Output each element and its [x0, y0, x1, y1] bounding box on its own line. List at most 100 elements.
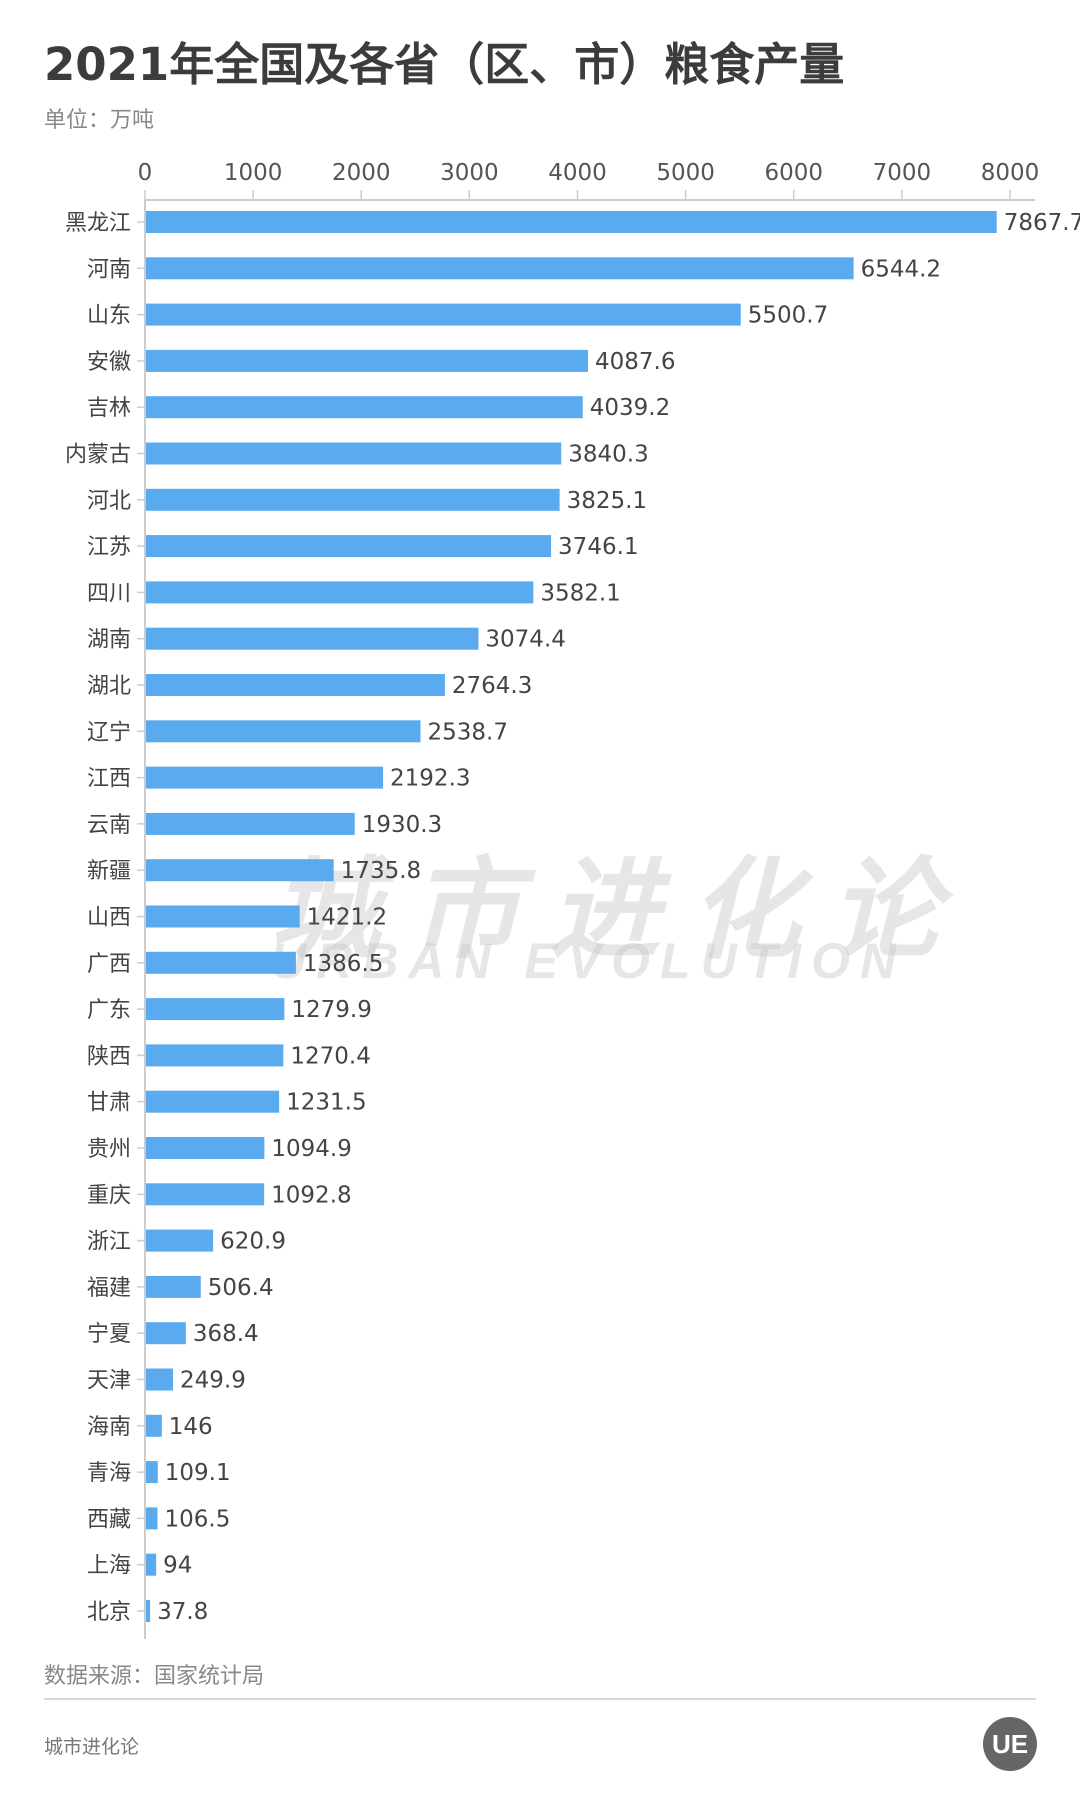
- value-label: 1094.9: [271, 1136, 351, 1162]
- value-label: 3746.1: [558, 534, 638, 560]
- category-label: 山东: [87, 304, 131, 329]
- category-label: 贵州: [87, 1137, 131, 1162]
- value-label: 1735.8: [341, 858, 421, 884]
- bar: [146, 1137, 265, 1159]
- divider: [44, 1698, 1036, 1700]
- value-label: 4039.2: [590, 395, 670, 421]
- x-tick-label: 7000: [873, 160, 932, 186]
- value-label: 1270.4: [290, 1043, 370, 1069]
- bar: [146, 535, 552, 558]
- category-label: 新疆: [87, 859, 131, 884]
- category-label: 重庆: [87, 1183, 131, 1208]
- category-label: 青海: [87, 1461, 131, 1486]
- bar: [146, 1090, 280, 1113]
- category-label: 西藏: [87, 1507, 131, 1532]
- value-label: 94: [163, 1553, 192, 1579]
- value-label: 106.5: [165, 1506, 231, 1532]
- category-label: 广东: [87, 998, 131, 1023]
- category-label: 甘肃: [87, 1091, 131, 1116]
- source-note: 数据来源：国家统计局: [44, 1664, 265, 1689]
- brand-logo: UE: [983, 1717, 1037, 1771]
- value-label: 3074.4: [485, 627, 565, 653]
- bar: [146, 1044, 284, 1067]
- x-tick-label: 8000: [981, 160, 1040, 186]
- bar: [146, 1414, 162, 1437]
- bar: [146, 1507, 158, 1530]
- x-tick-label: 6000: [764, 160, 823, 186]
- bar: [146, 581, 534, 604]
- bar: [146, 1600, 151, 1622]
- footer-brand: 城市进化论: [44, 1736, 140, 1758]
- value-label: 1231.5: [286, 1090, 366, 1116]
- category-label: 北京: [87, 1600, 131, 1625]
- category-label: 河南: [87, 257, 131, 282]
- category-label: 四川: [87, 581, 131, 606]
- category-label: 浙江: [87, 1230, 131, 1255]
- bar: [146, 442, 562, 465]
- x-tick-label: 0: [138, 160, 153, 186]
- category-label: 黑龙江: [65, 211, 131, 236]
- x-tick-label: 4000: [548, 160, 607, 186]
- category-label: 天津: [87, 1369, 131, 1394]
- value-label: 2538.7: [427, 719, 507, 745]
- bar: [146, 720, 421, 743]
- value-label: 1386.5: [303, 951, 383, 977]
- bar: [146, 349, 588, 372]
- bar: [146, 905, 300, 928]
- category-label: 广西: [87, 952, 131, 977]
- bar: [146, 627, 479, 650]
- bar: [146, 859, 334, 882]
- value-label: 1930.3: [362, 812, 442, 838]
- value-label: 7867.7: [1004, 210, 1080, 236]
- x-tick-label: 3000: [440, 160, 499, 186]
- bar: [146, 1461, 158, 1484]
- unit-label: 单位：万吨: [44, 108, 155, 133]
- category-label: 河北: [87, 489, 131, 514]
- bar: [146, 1368, 174, 1391]
- value-label: 1279.9: [291, 997, 371, 1023]
- bar: [146, 1322, 186, 1345]
- value-label: 1421.2: [307, 905, 387, 931]
- bar: [146, 257, 854, 280]
- bar: [146, 951, 296, 974]
- value-label: 3840.3: [568, 442, 648, 468]
- logo-text: UE: [991, 1728, 1029, 1759]
- value-label: 4087.6: [595, 349, 675, 375]
- bar: [146, 211, 997, 233]
- bar: [146, 766, 384, 789]
- value-label: 620.9: [220, 1229, 286, 1255]
- category-label: 上海: [87, 1554, 131, 1579]
- category-label: 内蒙古: [65, 443, 131, 468]
- value-label: 2764.3: [452, 673, 532, 699]
- bar: [146, 1229, 214, 1252]
- value-label: 368.4: [193, 1321, 259, 1347]
- category-label: 陕西: [87, 1044, 131, 1069]
- category-label: 江苏: [87, 535, 131, 560]
- bar: [146, 396, 583, 419]
- bar: [146, 674, 445, 696]
- category-label: 吉林: [87, 396, 131, 421]
- category-label: 辽宁: [87, 720, 131, 745]
- value-label: 3825.1: [567, 488, 647, 514]
- bar: [146, 303, 741, 326]
- bar: [146, 1183, 265, 1206]
- bar: [146, 998, 285, 1021]
- bar: [146, 488, 560, 511]
- value-label: 6544.2: [861, 256, 941, 282]
- x-tick-label: 2000: [332, 160, 391, 186]
- category-label: 山西: [87, 906, 131, 931]
- value-label: 3582.1: [540, 580, 620, 606]
- category-label: 宁夏: [87, 1322, 131, 1347]
- value-label: 1092.8: [271, 1182, 351, 1208]
- bar: [146, 1553, 157, 1576]
- value-label: 109.1: [165, 1460, 231, 1486]
- category-label: 湖南: [87, 628, 131, 653]
- bar: [146, 1275, 201, 1298]
- value-label: 2192.3: [390, 766, 470, 792]
- category-label: 湖北: [87, 674, 131, 699]
- category-label: 江西: [87, 767, 131, 792]
- x-tick-label: 5000: [656, 160, 715, 186]
- x-tick-label: 1000: [224, 160, 283, 186]
- category-label: 海南: [87, 1415, 131, 1440]
